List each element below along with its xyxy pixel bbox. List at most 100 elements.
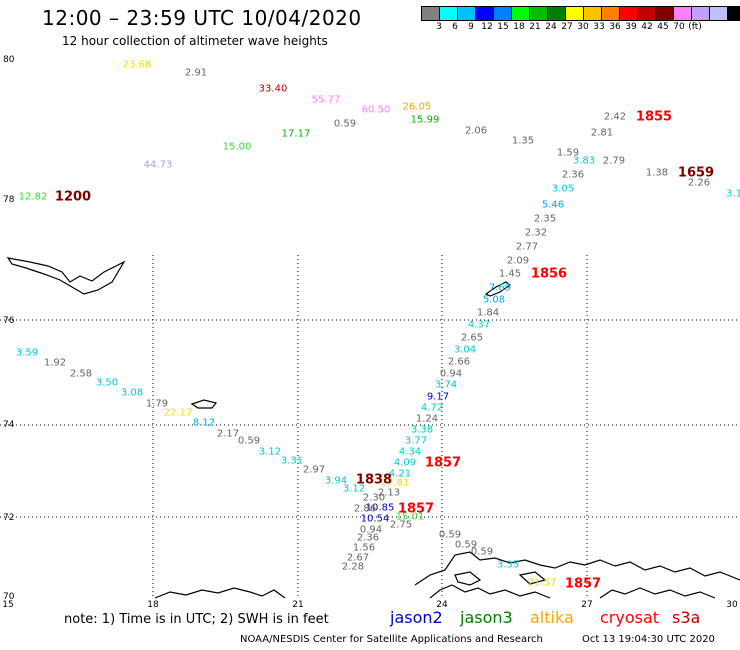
wave-height-value: 2.97 <box>302 464 326 476</box>
longitude-label: 27 <box>581 600 593 610</box>
pass-time-label: 1855 <box>635 109 673 125</box>
wave-height-value: 1.56 <box>352 542 376 554</box>
pass-time-label: 1659 <box>677 165 715 181</box>
wave-height-value: 7.69 <box>488 282 512 294</box>
wave-height-value: 3.59 <box>15 347 39 359</box>
wave-height-value: 12.82 <box>18 191 48 203</box>
coastline <box>6 257 740 599</box>
wave-height-value: 2.36 <box>356 532 380 544</box>
wave-height-value: 2.77 <box>515 241 539 253</box>
wave-height-value: 2.79 <box>602 155 626 167</box>
wave-height-value: 3.83 <box>572 155 596 167</box>
wave-height-value: 2.35 <box>533 213 557 225</box>
wave-height-value: 8.12 <box>192 417 216 429</box>
wave-height-value: 0.59 <box>438 529 462 541</box>
wave-height-value: 60.50 <box>361 104 391 116</box>
wave-height-value: 10.85 <box>365 502 395 514</box>
map-title: 12:00 – 23:59 UTC 10/04/2020 <box>42 6 362 30</box>
wave-height-value: 15.01 <box>395 511 425 523</box>
latitude-label: 80 <box>3 55 15 65</box>
wave-height-value: 2.66 <box>447 356 471 368</box>
latitude-label: 70 <box>3 592 15 602</box>
pass-time-label: 1856 <box>530 266 568 282</box>
wave-height-value: 55.77 <box>311 94 341 106</box>
colorbar-label: 39 <box>625 22 637 32</box>
colorbar-label: (ft) <box>688 22 702 32</box>
colorbar-label: 9 <box>468 22 474 32</box>
wave-height-value: 0.59 <box>454 539 478 551</box>
wave-height-value: 2.58 <box>69 368 93 380</box>
pass-time-label: 1857 <box>397 501 435 517</box>
colorbar-label: 6 <box>452 22 458 32</box>
wave-height-value: 2.13 <box>377 487 401 499</box>
colorbar-label: 36 <box>609 22 621 32</box>
wave-height-value: 2.26 <box>687 177 711 189</box>
wave-height-value: 2.36 <box>561 169 585 181</box>
wave-height-value: 2.67 <box>346 552 370 564</box>
wave-height-value: 17.17 <box>281 128 311 140</box>
wave-height-value: 10.54 <box>360 513 390 525</box>
colorbar-label: 21 <box>529 22 541 32</box>
generation-timestamp: Oct 13 19:04:30 UTC 2020 <box>582 634 715 645</box>
wave-height-value: 2.06 <box>464 125 488 137</box>
wave-height-value: 3.50 <box>95 377 119 389</box>
wave-height-value: 4.37 <box>467 319 491 331</box>
wave-height-value: 1.79 <box>145 398 169 410</box>
latitude-label: 74 <box>3 420 15 430</box>
wave-height-value: 0.94 <box>439 368 463 380</box>
wave-height-value: 3.77 <box>404 435 428 447</box>
wave-height-value: 0.94 <box>359 524 383 536</box>
wave-height-value: 2.65 <box>460 332 484 344</box>
wave-height-value: 22.17 <box>163 407 193 419</box>
wave-height-value: 3.35 <box>496 559 520 571</box>
wave-height-value: 1.92 <box>43 357 67 369</box>
wave-height-value: 4.34 <box>398 446 422 458</box>
wave-height-value: 26.05 <box>402 101 432 113</box>
latitude-label: 76 <box>3 316 15 326</box>
wave-height-value: 2.91 <box>184 67 208 79</box>
wave-height-value: 5.46 <box>541 199 565 211</box>
wave-height-value: 15.00 <box>222 141 252 153</box>
wave-height-value: 0.59 <box>333 118 357 130</box>
longitude-label: 15 <box>2 600 14 610</box>
pass-time-label: 1838 <box>355 472 393 488</box>
colorbar-label: 12 <box>481 22 493 32</box>
wave-height-value: 3.31 <box>280 455 304 467</box>
longitude-label: 21 <box>292 600 304 610</box>
longitude-label: 18 <box>147 600 159 610</box>
wave-height-value: 3.12 <box>342 483 366 495</box>
wave-height-value: 27.81 <box>380 477 410 489</box>
wave-height-value: 9.17 <box>426 391 450 403</box>
colorbar-swatch <box>727 6 740 21</box>
pass-time-label: 1857 <box>424 455 462 471</box>
colorbar-label: 18 <box>513 22 525 32</box>
longitude-label: 30 <box>726 600 738 610</box>
colorbar <box>421 6 740 21</box>
wave-height-value: 4.72 <box>420 402 444 414</box>
footer-note: note: 1) Time is in UTC; 2) SWH is in fe… <box>64 612 329 627</box>
wave-height-value: 15.99 <box>410 114 440 126</box>
wave-height-value: 3.04 <box>453 344 477 356</box>
wave-height-value: 2.32 <box>524 227 548 239</box>
wave-height-value: 3.38 <box>410 424 434 436</box>
longitude-label: 24 <box>436 600 448 610</box>
colorbar-label: 3 <box>436 22 442 32</box>
wave-height-value: 2.17 <box>216 428 240 440</box>
satellite-legend-jason2: jason2 <box>390 608 443 627</box>
colorbar-label: 33 <box>593 22 605 32</box>
wave-height-value: 44.73 <box>143 159 173 171</box>
satellite-legend-altika: altika <box>530 608 574 627</box>
graticule <box>0 255 740 598</box>
credit-text: NOAA/NESDIS Center for Satellite Applica… <box>240 634 543 645</box>
wave-height-value: 3.08 <box>120 387 144 399</box>
wave-height-value: 2.86 <box>353 503 377 515</box>
wave-height-value: 1.45 <box>498 268 522 280</box>
satellite-legend-jason3: jason3 <box>460 608 513 627</box>
wave-height-value: 1.38 <box>645 167 669 179</box>
colorbar-label: 70 <box>673 22 685 32</box>
satellite-legend-cryosat: cryosat <box>600 608 660 627</box>
wave-height-value: 2.42 <box>603 111 627 123</box>
wave-height-value: 2.75 <box>389 519 413 531</box>
